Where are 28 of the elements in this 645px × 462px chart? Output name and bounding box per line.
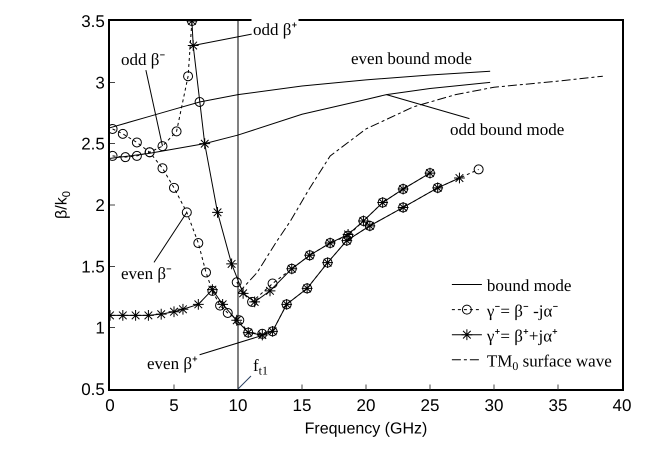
- x-tick-label: 5: [169, 396, 179, 416]
- x-tick-label: 15: [292, 396, 312, 416]
- y-tick-label: 2.5: [81, 134, 105, 154]
- legend-label: bound mode: [486, 276, 572, 296]
- y-tick-label: 2: [95, 196, 105, 215]
- x-tick-label: 35: [548, 396, 568, 416]
- x-tick-label: 25: [420, 396, 440, 416]
- annotation: even β⁻: [121, 264, 172, 283]
- legend-label: γ⁺= β⁺+jα⁺: [486, 326, 558, 346]
- y-tick-label: 3: [95, 73, 105, 92]
- x-tick-label: 30: [484, 396, 504, 416]
- annotation: even β⁺: [147, 354, 198, 373]
- y-tick-label: 3.5: [81, 12, 105, 31]
- annotation: odd bound mode: [450, 120, 564, 139]
- annotation: odd β⁺: [253, 20, 298, 39]
- x-tick-label: 20: [356, 396, 376, 416]
- ref-line-label: f$_{t1}$: [253, 356, 268, 378]
- legend-label: TM$_{0}$ surface wave: [486, 351, 612, 374]
- x-tick-label: 10: [228, 396, 248, 416]
- legend-label: γ⁻= β⁻ -jα⁻: [486, 301, 558, 320]
- y-tick-label: 1.5: [81, 257, 105, 276]
- y-tick-label: 0.5: [81, 380, 105, 399]
- x-tick-label: 0: [105, 396, 115, 416]
- y-tick-label: 1: [95, 318, 105, 338]
- annotation: odd β⁻: [121, 50, 166, 69]
- annotation: even bound mode: [351, 49, 472, 68]
- x-tick-label: 40: [612, 396, 632, 416]
- x-axis-title: Frequency (GHz): [304, 420, 428, 438]
